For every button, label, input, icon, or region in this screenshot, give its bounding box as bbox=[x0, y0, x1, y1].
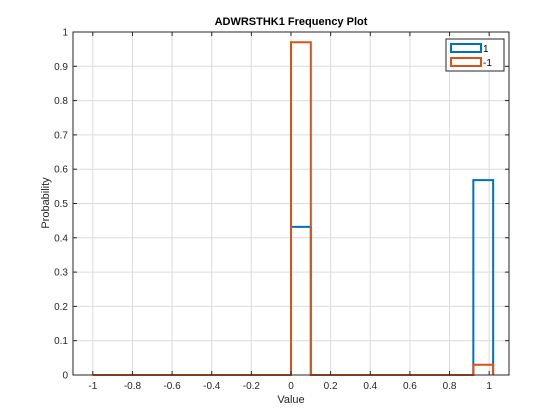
y-tick-label: 0.3 bbox=[54, 268, 68, 279]
y-tick-label: 0 bbox=[62, 371, 68, 382]
y-tick-label: 0.7 bbox=[54, 130, 68, 141]
y-tick-label: 0.2 bbox=[54, 302, 68, 313]
x-tick-label: 0.8 bbox=[443, 381, 457, 392]
x-tick-label: -0.2 bbox=[243, 381, 261, 392]
y-tick-label: 0.6 bbox=[54, 165, 68, 176]
x-tick-label: -1 bbox=[88, 381, 97, 392]
y-tick-label: 0.9 bbox=[54, 62, 68, 73]
y-tick-label: 1 bbox=[62, 28, 68, 39]
x-tick-label: 0.2 bbox=[324, 381, 338, 392]
ticks-layer: -1 -0.8 -0.6 -0.4 -0.2 0 0.2 0.4 0.6 0.8 1 0 0.1 0.2 0… bbox=[54, 28, 509, 392]
legend-swatch bbox=[450, 43, 482, 53]
x-tick-label: -0.8 bbox=[124, 381, 142, 392]
y-tick-label: 0.8 bbox=[54, 96, 68, 107]
y-tick-label: 0.5 bbox=[54, 199, 68, 210]
x-tick-label: 0.4 bbox=[363, 381, 377, 392]
x-tick-label: 1 bbox=[486, 381, 492, 392]
chart-title: ADWRSTHK1 Frequency Plot bbox=[215, 16, 368, 28]
y-axis-label: Probability bbox=[40, 177, 52, 229]
legend-label: 1 bbox=[483, 44, 489, 55]
legend: 1-1 bbox=[445, 38, 505, 72]
legend-label: -1 bbox=[483, 58, 492, 69]
x-axis-label: Value bbox=[277, 394, 304, 406]
y-tick-label: 0.4 bbox=[54, 233, 68, 244]
y-tick-label: 0.1 bbox=[54, 336, 68, 347]
x-tick-label: 0.6 bbox=[403, 381, 417, 392]
x-tick-label: -0.6 bbox=[163, 381, 181, 392]
legend-swatch bbox=[450, 57, 482, 67]
x-tick-label: -0.4 bbox=[203, 381, 221, 392]
x-tick-label: 0 bbox=[288, 381, 294, 392]
